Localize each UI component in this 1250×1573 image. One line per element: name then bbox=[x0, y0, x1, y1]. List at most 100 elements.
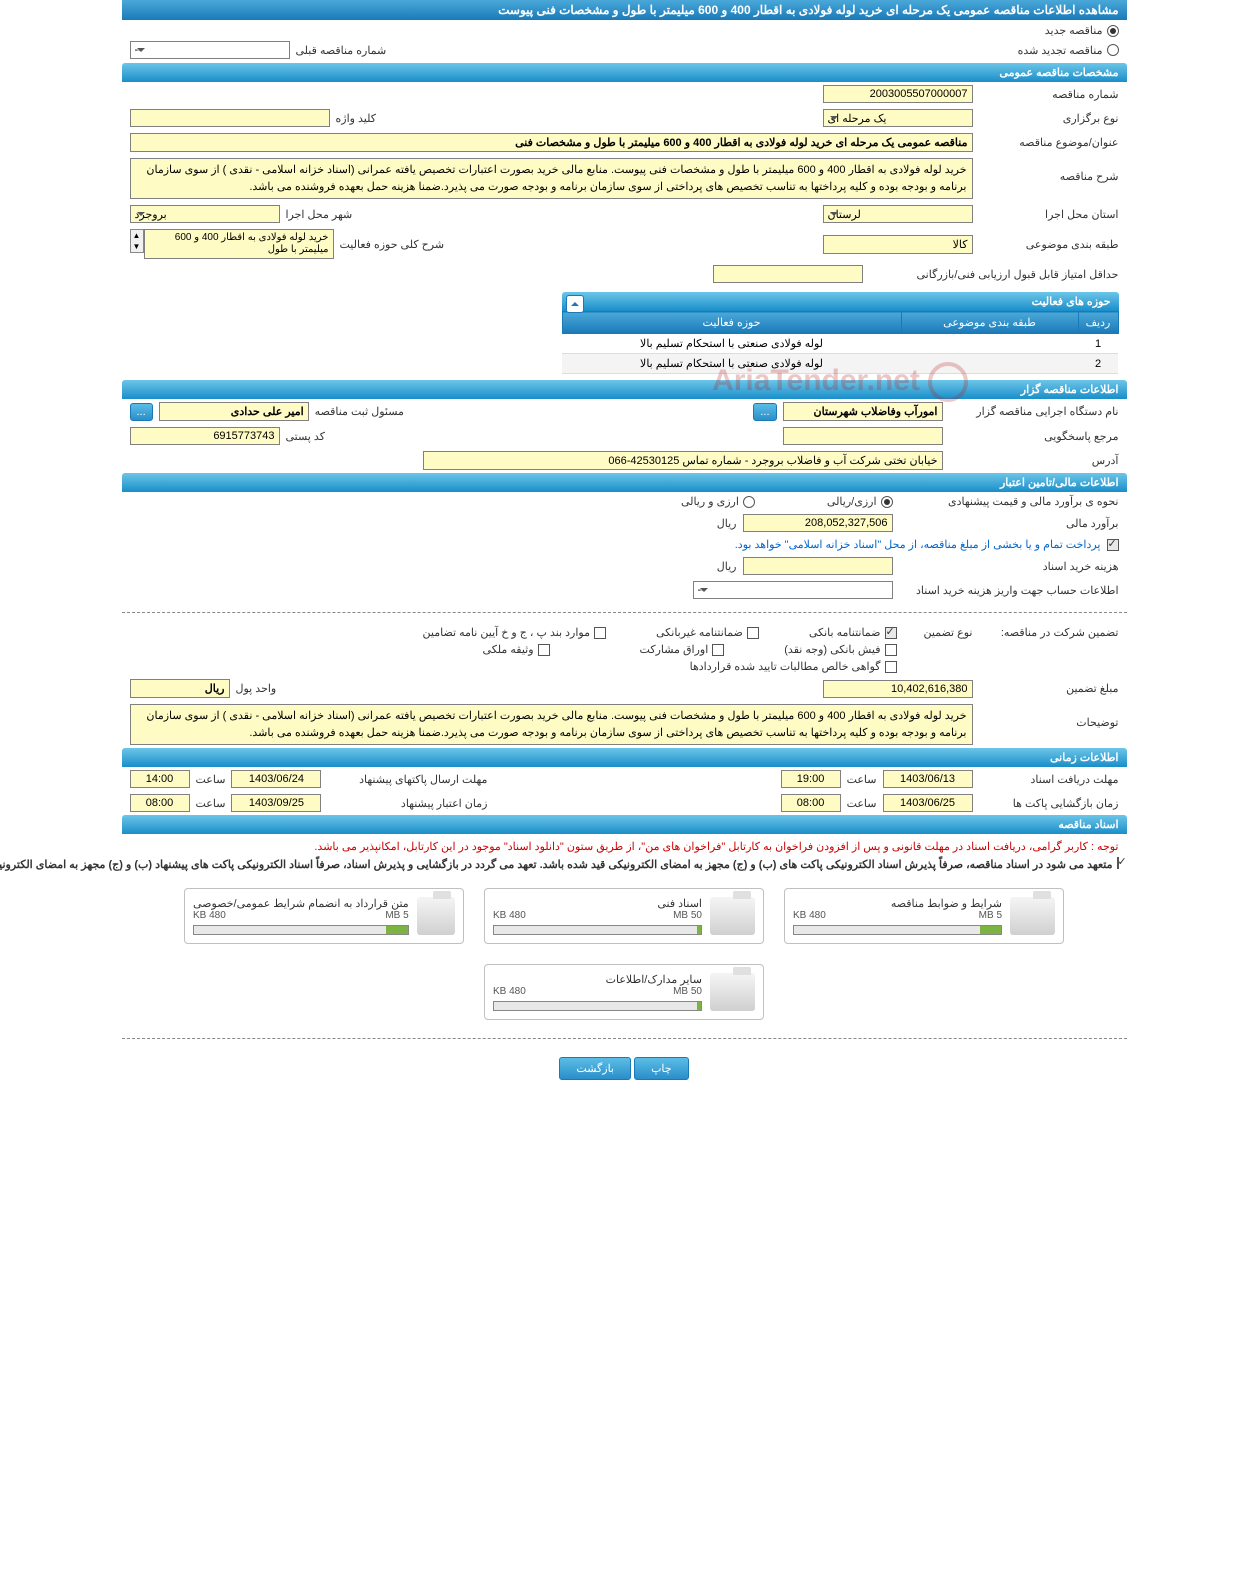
documents-notice: توجه : کاربر گرامی، دریافت اسناد در مهلت… bbox=[131, 840, 1120, 853]
checkbox-icon bbox=[886, 644, 898, 656]
print-button[interactable]: چاپ bbox=[635, 1057, 690, 1080]
file-box[interactable]: شرایط و ضوابط مناقصه 5 MB480 KB bbox=[785, 888, 1065, 944]
file-name: سایر مدارک/اطلاعات bbox=[494, 973, 703, 986]
radio-icon bbox=[1108, 25, 1120, 37]
rial-option-label: ارزی/ریالی bbox=[828, 495, 878, 508]
opening-label: زمان بازگشایی پاکت ها bbox=[980, 797, 1120, 810]
city-select[interactable]: بروجرد bbox=[131, 205, 281, 223]
prev-tender-label: شماره مناقصه قبلی bbox=[297, 44, 388, 57]
radio-icon bbox=[882, 496, 894, 508]
section-documents: اسناد مناقصه bbox=[123, 815, 1128, 834]
time-label-4: ساعت bbox=[197, 797, 227, 810]
new-tender-radio[interactable]: مناقصه جدید bbox=[1046, 24, 1120, 37]
file-sizes: 50 MB480 KB bbox=[494, 986, 703, 997]
col-field: حوزه فعالیت bbox=[563, 312, 902, 334]
keyword-label: کلید واژه bbox=[337, 112, 377, 125]
radio-icon bbox=[744, 496, 756, 508]
currency-radio[interactable]: ارزی و ریالی bbox=[682, 495, 756, 508]
type-select[interactable]: یک مرحله ای bbox=[824, 109, 974, 127]
activity-updown[interactable]: ▲▼ bbox=[131, 229, 145, 253]
checkbox-icon bbox=[713, 644, 725, 656]
address-field: خیابان تختی شرکت آب و فاضلاب بروجرد - شم… bbox=[424, 451, 944, 470]
file-box[interactable]: سایر مدارک/اطلاعات 50 MB480 KB bbox=[485, 964, 765, 1020]
gt-securities-chk[interactable]: اوراق مشارکت bbox=[641, 643, 726, 656]
desc-label: شرح مناقصه bbox=[980, 158, 1120, 183]
type-label: نوع برگزاری bbox=[980, 112, 1120, 125]
rial-unit-2: ریال bbox=[718, 560, 738, 573]
time-label-1: ساعت bbox=[848, 773, 878, 786]
gt-items-chk[interactable]: موارد بند پ ، ج و خ آیین نامه تضامین bbox=[424, 626, 607, 639]
exec-field: امورآب وفاضلاب شهرستان bbox=[784, 402, 944, 421]
doc-fee-field[interactable] bbox=[744, 557, 894, 575]
tender-no-field: 2003005507000007 bbox=[824, 85, 974, 103]
renewed-tender-radio[interactable]: مناقصه تجدید شده bbox=[1019, 44, 1120, 57]
account-label: اطلاعات حساب جهت واریز هزینه خرید اسناد bbox=[900, 584, 1120, 597]
ref-field[interactable] bbox=[784, 427, 944, 445]
section-general: مشخصات مناقصه عمومی bbox=[123, 63, 1128, 82]
panel-toggle-icon[interactable] bbox=[567, 295, 585, 313]
activity-table: ردیف طبقه بندی موضوعی حوزه فعالیت 1 لوله… bbox=[563, 311, 1120, 374]
gt-securities-label: اوراق مشارکت bbox=[641, 643, 710, 656]
file-name: شرایط و ضوابط مناقصه bbox=[794, 897, 1003, 910]
checkbox-icon bbox=[886, 661, 898, 673]
guarantee-label: تضمین شرکت در مناقصه: bbox=[980, 626, 1120, 639]
section-organizer: اطلاعات مناقصه گزار bbox=[123, 380, 1128, 399]
rial-unit: ریال bbox=[718, 517, 738, 530]
table-row: 1 لوله فولادی صنعتی با استحکام تسلیم بال… bbox=[563, 334, 1119, 354]
ref-label: مرجع پاسخگویی bbox=[950, 430, 1120, 443]
checkbox-icon bbox=[595, 627, 607, 639]
currency-option-label: ارزی و ریالی bbox=[682, 495, 740, 508]
file-name: اسناد فنی bbox=[494, 897, 703, 910]
officer-lookup-button[interactable]: ... bbox=[131, 403, 154, 421]
title-label: عنوان/موضوع مناقصه bbox=[980, 136, 1120, 149]
keyword-field[interactable] bbox=[131, 109, 331, 127]
gt-bank-label: ضمانتنامه بانکی bbox=[810, 626, 882, 639]
section-financial: اطلاعات مالی/تامین اعتبار bbox=[123, 473, 1128, 492]
folder-icon bbox=[1011, 897, 1056, 935]
doc-fee-label: هزینه خرید اسناد bbox=[900, 560, 1120, 573]
exec-lookup-button[interactable]: ... bbox=[754, 403, 777, 421]
folder-icon bbox=[711, 897, 756, 935]
city-label: شهر محل اجرا bbox=[287, 208, 354, 221]
gt-nonbank-chk[interactable]: ضمانتنامه غیربانکی bbox=[657, 626, 760, 639]
radio-icon bbox=[1108, 44, 1120, 56]
cell-cat bbox=[902, 354, 1079, 374]
gt-property-chk[interactable]: وثیقه ملکی bbox=[484, 643, 551, 656]
checkbox-icon bbox=[539, 644, 551, 656]
rial-radio[interactable]: ارزی/ریالی bbox=[828, 495, 894, 508]
time-label-3: ساعت bbox=[848, 797, 878, 810]
account-select[interactable]: -- bbox=[694, 581, 894, 599]
checkbox-icon bbox=[886, 627, 898, 639]
page-title: مشاهده اطلاعات مناقصه عمومی یک مرحله ای … bbox=[123, 0, 1128, 20]
gt-bank-chk[interactable]: ضمانتنامه بانکی bbox=[810, 626, 898, 639]
folder-icon bbox=[711, 973, 756, 1011]
tender-no-label: شماره مناقصه bbox=[980, 88, 1120, 101]
opening-time: 08:00 bbox=[782, 794, 842, 812]
submit-deadline-label: مهلت ارسال پاکتهای پیشنهاد bbox=[328, 773, 488, 786]
officer-field: امیر علی حدادی bbox=[160, 402, 310, 421]
currency-unit-field: ریال bbox=[131, 679, 231, 698]
province-select[interactable]: لرستان bbox=[824, 205, 974, 223]
doc-deadline-label: مهلت دریافت اسناد bbox=[980, 773, 1120, 786]
currency-unit-label: واحد پول bbox=[237, 682, 278, 695]
cell-field: لوله فولادی صنعتی با استحکام تسلیم بالا bbox=[563, 334, 902, 354]
gt-cash-chk[interactable]: فیش بانکی (وجه نقد) bbox=[785, 643, 897, 656]
file-box[interactable]: متن قرارداد به انضمام شرایط عمومی/خصوصی … bbox=[185, 888, 465, 944]
postal-label: کد پستی bbox=[287, 430, 326, 443]
file-box[interactable]: اسناد فنی 50 MB480 KB bbox=[485, 888, 765, 944]
guarantee-type-label: نوع تضمین bbox=[904, 626, 974, 639]
file-name: متن قرارداد به انضمام شرایط عمومی/خصوصی bbox=[194, 897, 410, 910]
file-sizes: 50 MB480 KB bbox=[494, 910, 703, 921]
amount-label: برآورد مالی bbox=[900, 517, 1120, 530]
back-button[interactable]: بازگشت bbox=[560, 1057, 632, 1080]
gt-receivables-chk[interactable]: گواهی خالص مطالبات تایید شده قراردادها bbox=[691, 660, 898, 673]
address-label: آدرس bbox=[950, 454, 1120, 467]
min-score-label: حداقل امتیاز قابل قبول ارزیابی فنی/بازرگ… bbox=[870, 268, 1120, 281]
validity-time: 08:00 bbox=[131, 794, 191, 812]
officer-label: مسئول ثبت مناقصه bbox=[316, 405, 405, 418]
activity-desc-label: شرح کلی حوزه فعالیت bbox=[341, 238, 446, 251]
renewed-tender-label: مناقصه تجدید شده bbox=[1019, 44, 1104, 57]
file-progress bbox=[494, 1001, 703, 1011]
min-score-field[interactable] bbox=[714, 265, 864, 283]
prev-tender-select[interactable]: -- bbox=[131, 41, 291, 59]
